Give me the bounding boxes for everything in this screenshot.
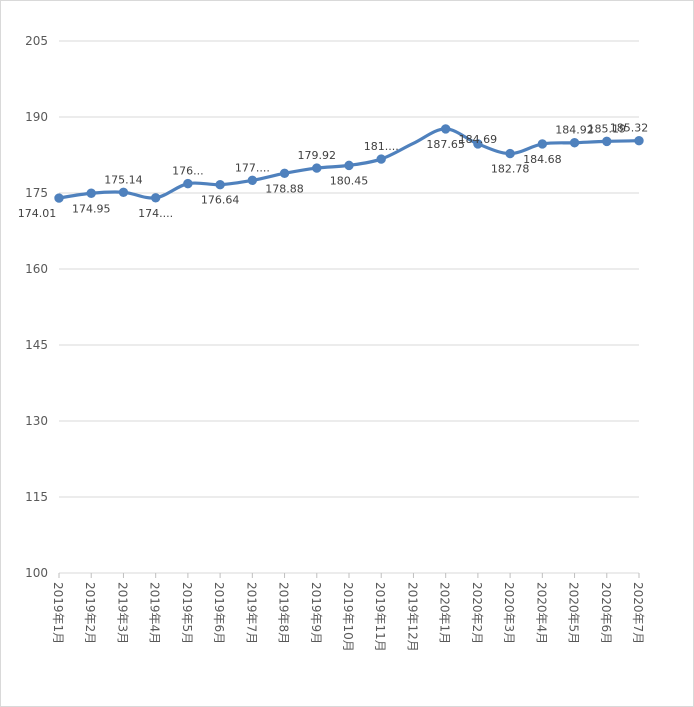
data-label: 174.... bbox=[138, 207, 173, 220]
x-tick-label: 2019年6月 bbox=[212, 582, 226, 644]
data-point bbox=[86, 188, 96, 198]
y-tick-label: 100 bbox=[25, 566, 48, 580]
x-tick-label: 2019年5月 bbox=[180, 582, 194, 644]
data-label: 182.78 bbox=[491, 163, 530, 176]
x-tick-label: 2019年4月 bbox=[148, 582, 162, 644]
y-tick-label: 160 bbox=[25, 262, 48, 276]
data-label: 178.88 bbox=[265, 182, 304, 195]
data-point bbox=[118, 187, 129, 197]
y-tick-label: 115 bbox=[25, 490, 48, 504]
x-tick-label: 2020年2月 bbox=[470, 582, 484, 644]
data-label: 174.95 bbox=[72, 202, 111, 215]
data-point bbox=[505, 148, 515, 159]
data-label: 184.68 bbox=[523, 153, 562, 166]
data-label: 187.65 bbox=[426, 138, 465, 151]
data-point bbox=[215, 179, 225, 190]
data-point bbox=[54, 193, 64, 203]
data-point bbox=[247, 175, 258, 186]
x-tick-label: 2019年9月 bbox=[309, 582, 323, 644]
data-point bbox=[279, 168, 290, 179]
data-point bbox=[473, 139, 483, 149]
x-tick-label: 2019年11月 bbox=[373, 582, 387, 652]
data-point bbox=[634, 136, 644, 146]
x-tick-label: 2019年8月 bbox=[277, 582, 291, 644]
data-label: 184.69 bbox=[459, 133, 498, 146]
data-label: 175.14 bbox=[104, 173, 143, 186]
data-labels: 174.01 174.95 175.14 174.... 176... 176.64 177… bbox=[18, 122, 649, 220]
x-axis: 2019年1月 2019年2月 2019年3月 2019年4月 2019年5月 2019年… bbox=[51, 573, 645, 652]
data-point bbox=[150, 193, 161, 203]
x-tick-label: 2020年4月 bbox=[534, 582, 548, 644]
data-label: 174.01 bbox=[18, 207, 57, 220]
series-markers bbox=[54, 124, 644, 203]
data-point bbox=[183, 178, 193, 189]
x-tick-label: 2020年5月 bbox=[567, 582, 581, 644]
data-label: 185.32 bbox=[610, 122, 649, 135]
x-tick-label: 2019年12月 bbox=[405, 582, 419, 652]
data-point bbox=[602, 136, 612, 147]
data-label: 185.19 bbox=[588, 122, 627, 135]
y-tick-label: 130 bbox=[25, 414, 48, 428]
data-point bbox=[569, 138, 580, 148]
y-axis-tick-labels: 100 115 130 145 160 175 190 205 bbox=[25, 34, 48, 580]
data-label: 176... bbox=[172, 165, 204, 178]
x-tick-label: 2019年2月 bbox=[83, 582, 97, 644]
data-label: 177.... bbox=[235, 161, 270, 174]
data-point bbox=[312, 163, 322, 173]
x-tick-label: 2019年1月 bbox=[51, 582, 65, 644]
gridlines bbox=[59, 40, 639, 574]
data-label: 180.45 bbox=[330, 174, 369, 187]
x-tick-label: 2020年3月 bbox=[502, 582, 516, 644]
x-tick-label: 2020年1月 bbox=[438, 582, 452, 644]
data-label: 179.92 bbox=[298, 149, 337, 162]
x-tick-label: 2020年6月 bbox=[599, 582, 613, 644]
data-point bbox=[344, 160, 354, 171]
x-tick-label: 2019年10月 bbox=[341, 582, 355, 652]
y-tick-label: 175 bbox=[25, 186, 48, 200]
data-point bbox=[440, 124, 451, 134]
data-label: 181.... bbox=[364, 140, 399, 153]
y-tick-label: 145 bbox=[25, 338, 48, 352]
data-label: 184.92 bbox=[555, 124, 594, 137]
x-tick-label: 2020年7月 bbox=[631, 582, 645, 644]
data-point bbox=[537, 139, 548, 149]
x-tick-label: 2019年7月 bbox=[244, 582, 258, 644]
data-point bbox=[376, 154, 386, 164]
y-tick-label: 205 bbox=[25, 34, 48, 48]
x-tick-label: 2019年3月 bbox=[115, 582, 129, 644]
y-tick-label: 190 bbox=[25, 110, 48, 124]
data-label: 176.64 bbox=[201, 194, 240, 207]
